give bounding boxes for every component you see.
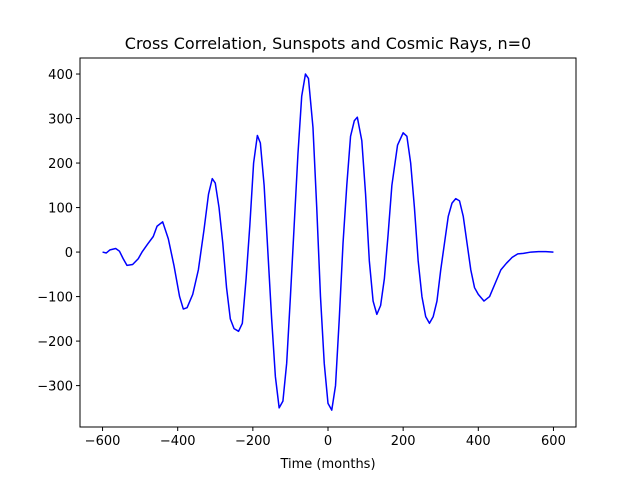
- y-tick-label: 300: [48, 113, 73, 128]
- y-tick-label: −100: [37, 291, 73, 306]
- y-tick-label: 400: [48, 68, 73, 83]
- plot-frame: [79, 57, 577, 428]
- x-tick-label: −200: [235, 434, 271, 449]
- chart-title: Cross Correlation, Sunspots and Cosmic R…: [125, 34, 531, 53]
- x-tick-label: −600: [85, 434, 121, 449]
- y-tick-label: −300: [37, 380, 73, 395]
- y-tick-label: 200: [48, 157, 73, 172]
- y-tick-label: −200: [37, 335, 73, 350]
- x-tick-label: −400: [160, 434, 196, 449]
- x-axis-label: Time (months): [279, 457, 375, 472]
- y-tick-label: 0: [65, 246, 73, 261]
- x-tick-label: 0: [324, 434, 332, 449]
- x-tick-label: 200: [391, 434, 416, 449]
- data-line: [102, 73, 554, 411]
- y-tick-label: 100: [48, 202, 73, 217]
- x-tick-label: 400: [466, 434, 491, 449]
- x-tick-label: 600: [541, 434, 566, 449]
